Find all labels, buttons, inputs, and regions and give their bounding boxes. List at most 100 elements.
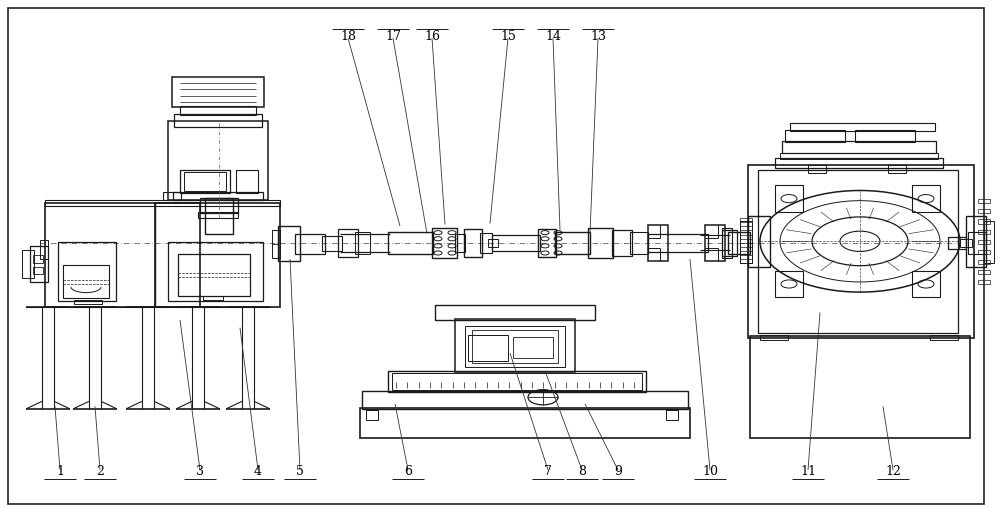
- Bar: [648, 234, 708, 252]
- Bar: [775, 158, 943, 168]
- Bar: [455, 234, 465, 252]
- Bar: [63, 265, 109, 298]
- Bar: [236, 170, 258, 193]
- Bar: [978, 270, 990, 274]
- Bar: [978, 219, 990, 224]
- Bar: [432, 228, 457, 258]
- Bar: [184, 172, 226, 191]
- Bar: [978, 209, 990, 213]
- Text: 5: 5: [296, 465, 304, 478]
- Bar: [978, 260, 990, 264]
- Bar: [775, 185, 803, 212]
- Bar: [740, 235, 752, 239]
- Bar: [338, 229, 358, 257]
- Bar: [472, 330, 558, 363]
- Bar: [728, 232, 750, 254]
- Bar: [388, 371, 646, 392]
- Bar: [173, 192, 263, 200]
- Bar: [163, 192, 181, 200]
- Bar: [740, 251, 752, 255]
- Bar: [392, 373, 642, 390]
- Text: 18: 18: [340, 30, 356, 43]
- Bar: [172, 77, 264, 107]
- Bar: [984, 221, 994, 263]
- Bar: [648, 225, 668, 261]
- Bar: [74, 300, 102, 304]
- Text: 7: 7: [544, 465, 552, 478]
- Bar: [966, 216, 986, 267]
- Bar: [480, 233, 492, 253]
- Bar: [200, 198, 238, 213]
- Bar: [362, 391, 688, 409]
- Bar: [588, 228, 613, 258]
- Text: 3: 3: [196, 465, 204, 478]
- Bar: [322, 236, 342, 251]
- Bar: [465, 326, 565, 367]
- Bar: [612, 230, 632, 256]
- Text: 17: 17: [385, 30, 401, 43]
- Bar: [492, 235, 540, 251]
- Bar: [888, 165, 906, 173]
- Bar: [722, 230, 737, 256]
- Bar: [785, 130, 845, 142]
- Bar: [513, 337, 553, 358]
- Bar: [33, 255, 43, 263]
- Bar: [180, 170, 230, 193]
- Bar: [355, 232, 370, 254]
- Bar: [538, 229, 556, 257]
- Bar: [782, 141, 936, 153]
- Bar: [468, 335, 508, 361]
- Bar: [455, 319, 575, 372]
- Bar: [45, 200, 280, 206]
- Bar: [488, 239, 498, 247]
- Bar: [960, 239, 972, 247]
- Bar: [388, 232, 433, 254]
- Bar: [155, 203, 280, 307]
- Bar: [978, 240, 990, 244]
- Bar: [740, 259, 752, 263]
- Bar: [198, 212, 238, 218]
- Bar: [790, 123, 935, 131]
- Bar: [760, 335, 788, 340]
- Bar: [748, 165, 974, 338]
- Bar: [978, 280, 990, 284]
- Bar: [205, 198, 233, 234]
- Text: 1: 1: [56, 465, 64, 478]
- Text: 4: 4: [254, 465, 262, 478]
- Text: 2: 2: [96, 465, 104, 478]
- Text: 10: 10: [702, 465, 718, 478]
- Text: 15: 15: [500, 30, 516, 43]
- Bar: [930, 335, 958, 340]
- Text: 8: 8: [578, 465, 586, 478]
- Bar: [808, 165, 826, 173]
- Bar: [178, 254, 250, 296]
- Bar: [40, 240, 48, 259]
- Bar: [295, 234, 325, 254]
- Bar: [978, 199, 990, 203]
- Bar: [740, 221, 752, 263]
- Bar: [272, 230, 280, 258]
- Bar: [748, 216, 770, 267]
- Text: 16: 16: [424, 30, 440, 43]
- Bar: [555, 232, 590, 254]
- Bar: [174, 114, 262, 127]
- Bar: [740, 218, 752, 222]
- Text: 14: 14: [545, 30, 561, 43]
- Bar: [366, 410, 378, 420]
- Text: 12: 12: [885, 465, 901, 478]
- Bar: [912, 185, 940, 212]
- Bar: [758, 170, 958, 333]
- Bar: [968, 232, 986, 254]
- Bar: [278, 226, 300, 261]
- Bar: [168, 121, 268, 200]
- Bar: [780, 153, 938, 159]
- Bar: [168, 242, 263, 301]
- Bar: [978, 250, 990, 254]
- Bar: [666, 410, 678, 420]
- Bar: [912, 271, 940, 297]
- Text: 9: 9: [614, 465, 622, 478]
- Bar: [180, 106, 256, 115]
- Bar: [948, 237, 966, 249]
- Bar: [978, 230, 990, 234]
- Text: 11: 11: [800, 465, 816, 478]
